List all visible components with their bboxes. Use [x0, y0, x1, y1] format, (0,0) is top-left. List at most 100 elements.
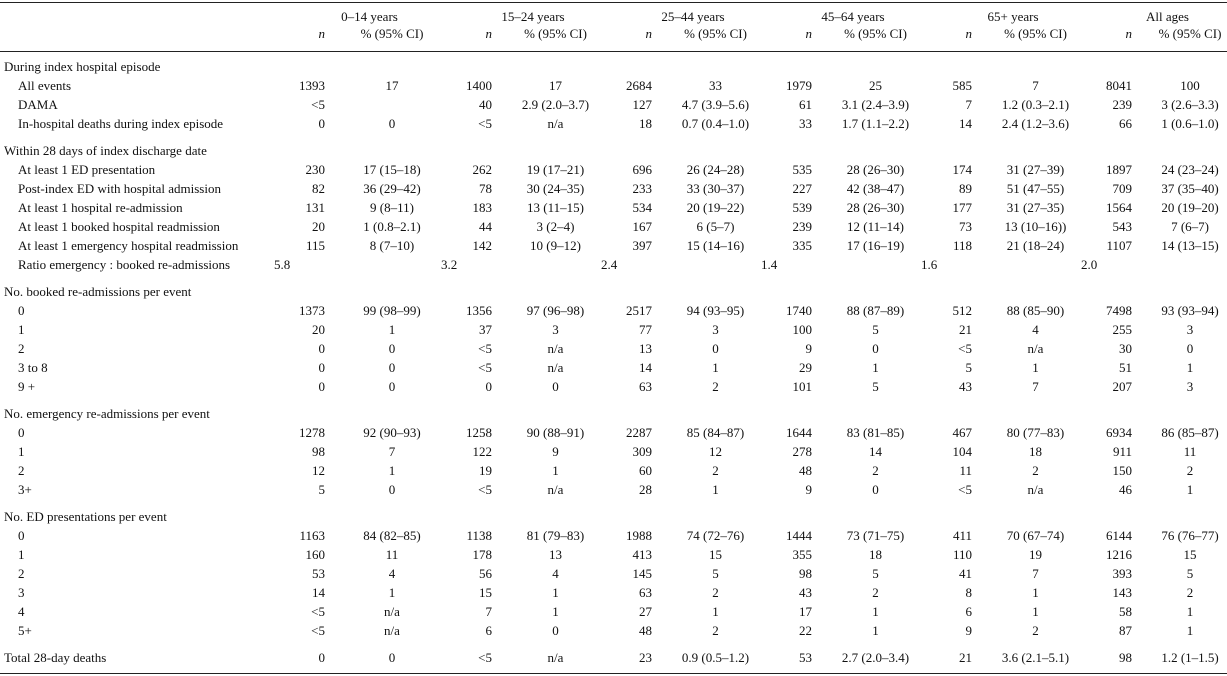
count-cell: 11	[959, 463, 972, 478]
count-cell: 48	[639, 623, 652, 638]
count-cell: 2287	[626, 425, 652, 440]
n-column-header: n	[318, 26, 326, 41]
percent-cell: 1 (0.8–2.1)	[363, 219, 421, 234]
count-cell: 9	[805, 341, 813, 356]
count-cell: 1988	[626, 528, 652, 543]
percent-cell: 5	[872, 566, 879, 581]
percent-cell: 15	[1183, 547, 1197, 562]
percent-cell: 94 (93–95)	[686, 303, 745, 318]
count-cell: <5	[478, 116, 492, 131]
section-title-row: Within 28 days of index discharge date	[0, 141, 1227, 160]
count-cell: 87	[1119, 623, 1132, 638]
row-label: 2	[18, 463, 25, 478]
row-label: All events	[18, 78, 72, 93]
count-cell: 56	[479, 566, 492, 581]
row-label: 3+	[18, 482, 32, 497]
percent-cell: 1	[1032, 360, 1039, 375]
percent-cell: 3	[1186, 379, 1194, 394]
percent-cell: 2	[1186, 463, 1194, 478]
count-cell: 23	[639, 650, 652, 665]
percent-cell: 81 (79–83)	[526, 528, 585, 543]
count-cell: 22	[799, 623, 812, 638]
percent-cell: 93 (93–94)	[1161, 303, 1219, 318]
count-cell: 1644	[786, 425, 812, 440]
percent-cell: 0.7 (0.4–1.0)	[681, 116, 750, 131]
section-spacer	[0, 133, 1227, 141]
percent-cell: 73 (71–75)	[846, 528, 905, 543]
n-column-header: n	[805, 26, 813, 41]
count-cell: 77	[639, 322, 652, 337]
section-title: No. booked re-admissions per event	[4, 284, 192, 299]
percent-cell: 2	[1186, 585, 1194, 600]
count-cell: 278	[792, 444, 813, 459]
percent-cell: 5	[1186, 566, 1194, 581]
percent-cell: 12	[709, 444, 722, 459]
count-cell: 8041	[1106, 78, 1132, 93]
count-cell: 98	[312, 444, 325, 459]
percent-cell: 5	[872, 379, 879, 394]
percent-cell: 33 (30–37)	[686, 181, 745, 196]
percent-cell: 5	[712, 566, 719, 581]
count-cell: 309	[632, 444, 653, 459]
percent-cell: 1 (0.6–1.0)	[1161, 116, 1219, 131]
table-row: 9 + 0 0 0 0 63 2 101 5 43 7 207 3	[0, 377, 1227, 396]
count-cell: 61	[799, 97, 812, 112]
section-title: No. ED presentations per event	[4, 509, 167, 524]
percent-cell: 1	[1032, 585, 1039, 600]
percent-cell: 85 (84–87)	[686, 425, 745, 440]
ratio-row: Ratio emergency : booked re-admissions 5.…	[0, 255, 1227, 274]
percent-cell: 31 (27–39)	[1006, 162, 1065, 177]
count-cell: 15	[479, 585, 492, 600]
count-cell: 21	[959, 650, 972, 665]
percent-cell: 14	[869, 444, 882, 459]
table-row: 1 20 1 37 3 77 3 100 5 21 4 255 3	[0, 320, 1227, 339]
percent-ci-column-header: % (95% CI)	[1158, 26, 1222, 41]
percent-cell: 13 (10–16))	[1004, 219, 1067, 234]
percent-cell: 1	[552, 585, 559, 600]
row-label: 0	[18, 528, 25, 543]
table-row: 3+ 5 0 <5 n/a 28 1 9 0 <5 n/a 46 1	[0, 480, 1227, 499]
section-spacer	[0, 274, 1227, 282]
section-title-row: No. booked re-admissions per event	[0, 282, 1227, 301]
percent-cell: 21 (18–24)	[1006, 238, 1065, 253]
count-cell: 17	[799, 604, 812, 619]
percent-cell: 1	[712, 604, 719, 619]
count-cell: 98	[799, 566, 812, 581]
count-cell: 122	[472, 444, 493, 459]
percent-cell: n/a	[1027, 341, 1044, 356]
count-cell: 6144	[1106, 528, 1132, 543]
top-rule	[0, 2, 1227, 3]
percent-cell: 20 (19–20)	[1161, 200, 1219, 215]
count-cell: 30	[1119, 341, 1132, 356]
count-cell: 512	[952, 303, 973, 318]
count-cell: 118	[952, 238, 972, 253]
percent-cell: 99 (98–99)	[363, 303, 421, 318]
percent-ci-column-header: % (95% CI)	[524, 26, 587, 41]
ratio-value: 3.2	[441, 257, 458, 272]
table-row: DAMA <5 40 2.9 (2.0–3.7) 127 4.7 (3.9–5.6) 61 3…	[0, 95, 1227, 114]
age-group-header: 0–14 years	[341, 9, 398, 24]
count-cell: 53	[799, 650, 812, 665]
count-cell: 63	[639, 379, 652, 394]
percent-cell: 20 (19–22)	[686, 200, 745, 215]
count-cell: 9	[805, 482, 813, 497]
percent-cell: 97 (96–98)	[526, 303, 585, 318]
percent-cell: 1	[1186, 604, 1194, 619]
count-cell: 411	[952, 528, 972, 543]
age-group-header: 15–24 years	[501, 9, 565, 24]
row-label: 3 to 8	[18, 360, 48, 375]
percent-ci-column-header: % (95% CI)	[360, 26, 424, 41]
count-cell: 13	[639, 341, 652, 356]
row-label: At least 1 ED presentation	[18, 162, 156, 177]
count-cell: 539	[792, 200, 813, 215]
count-cell: 1373	[299, 303, 325, 318]
percent-cell: 2	[872, 585, 879, 600]
count-cell: 255	[1112, 322, 1133, 337]
count-cell: 0	[318, 116, 326, 131]
percent-cell: 1	[388, 463, 396, 478]
percent-cell: 3	[712, 322, 719, 337]
section-title-row: No. ED presentations per event	[0, 507, 1227, 526]
percent-cell: 15 (14–16)	[686, 238, 745, 253]
ratio-value: 1.4	[761, 257, 778, 272]
count-cell: 46	[1119, 482, 1132, 497]
